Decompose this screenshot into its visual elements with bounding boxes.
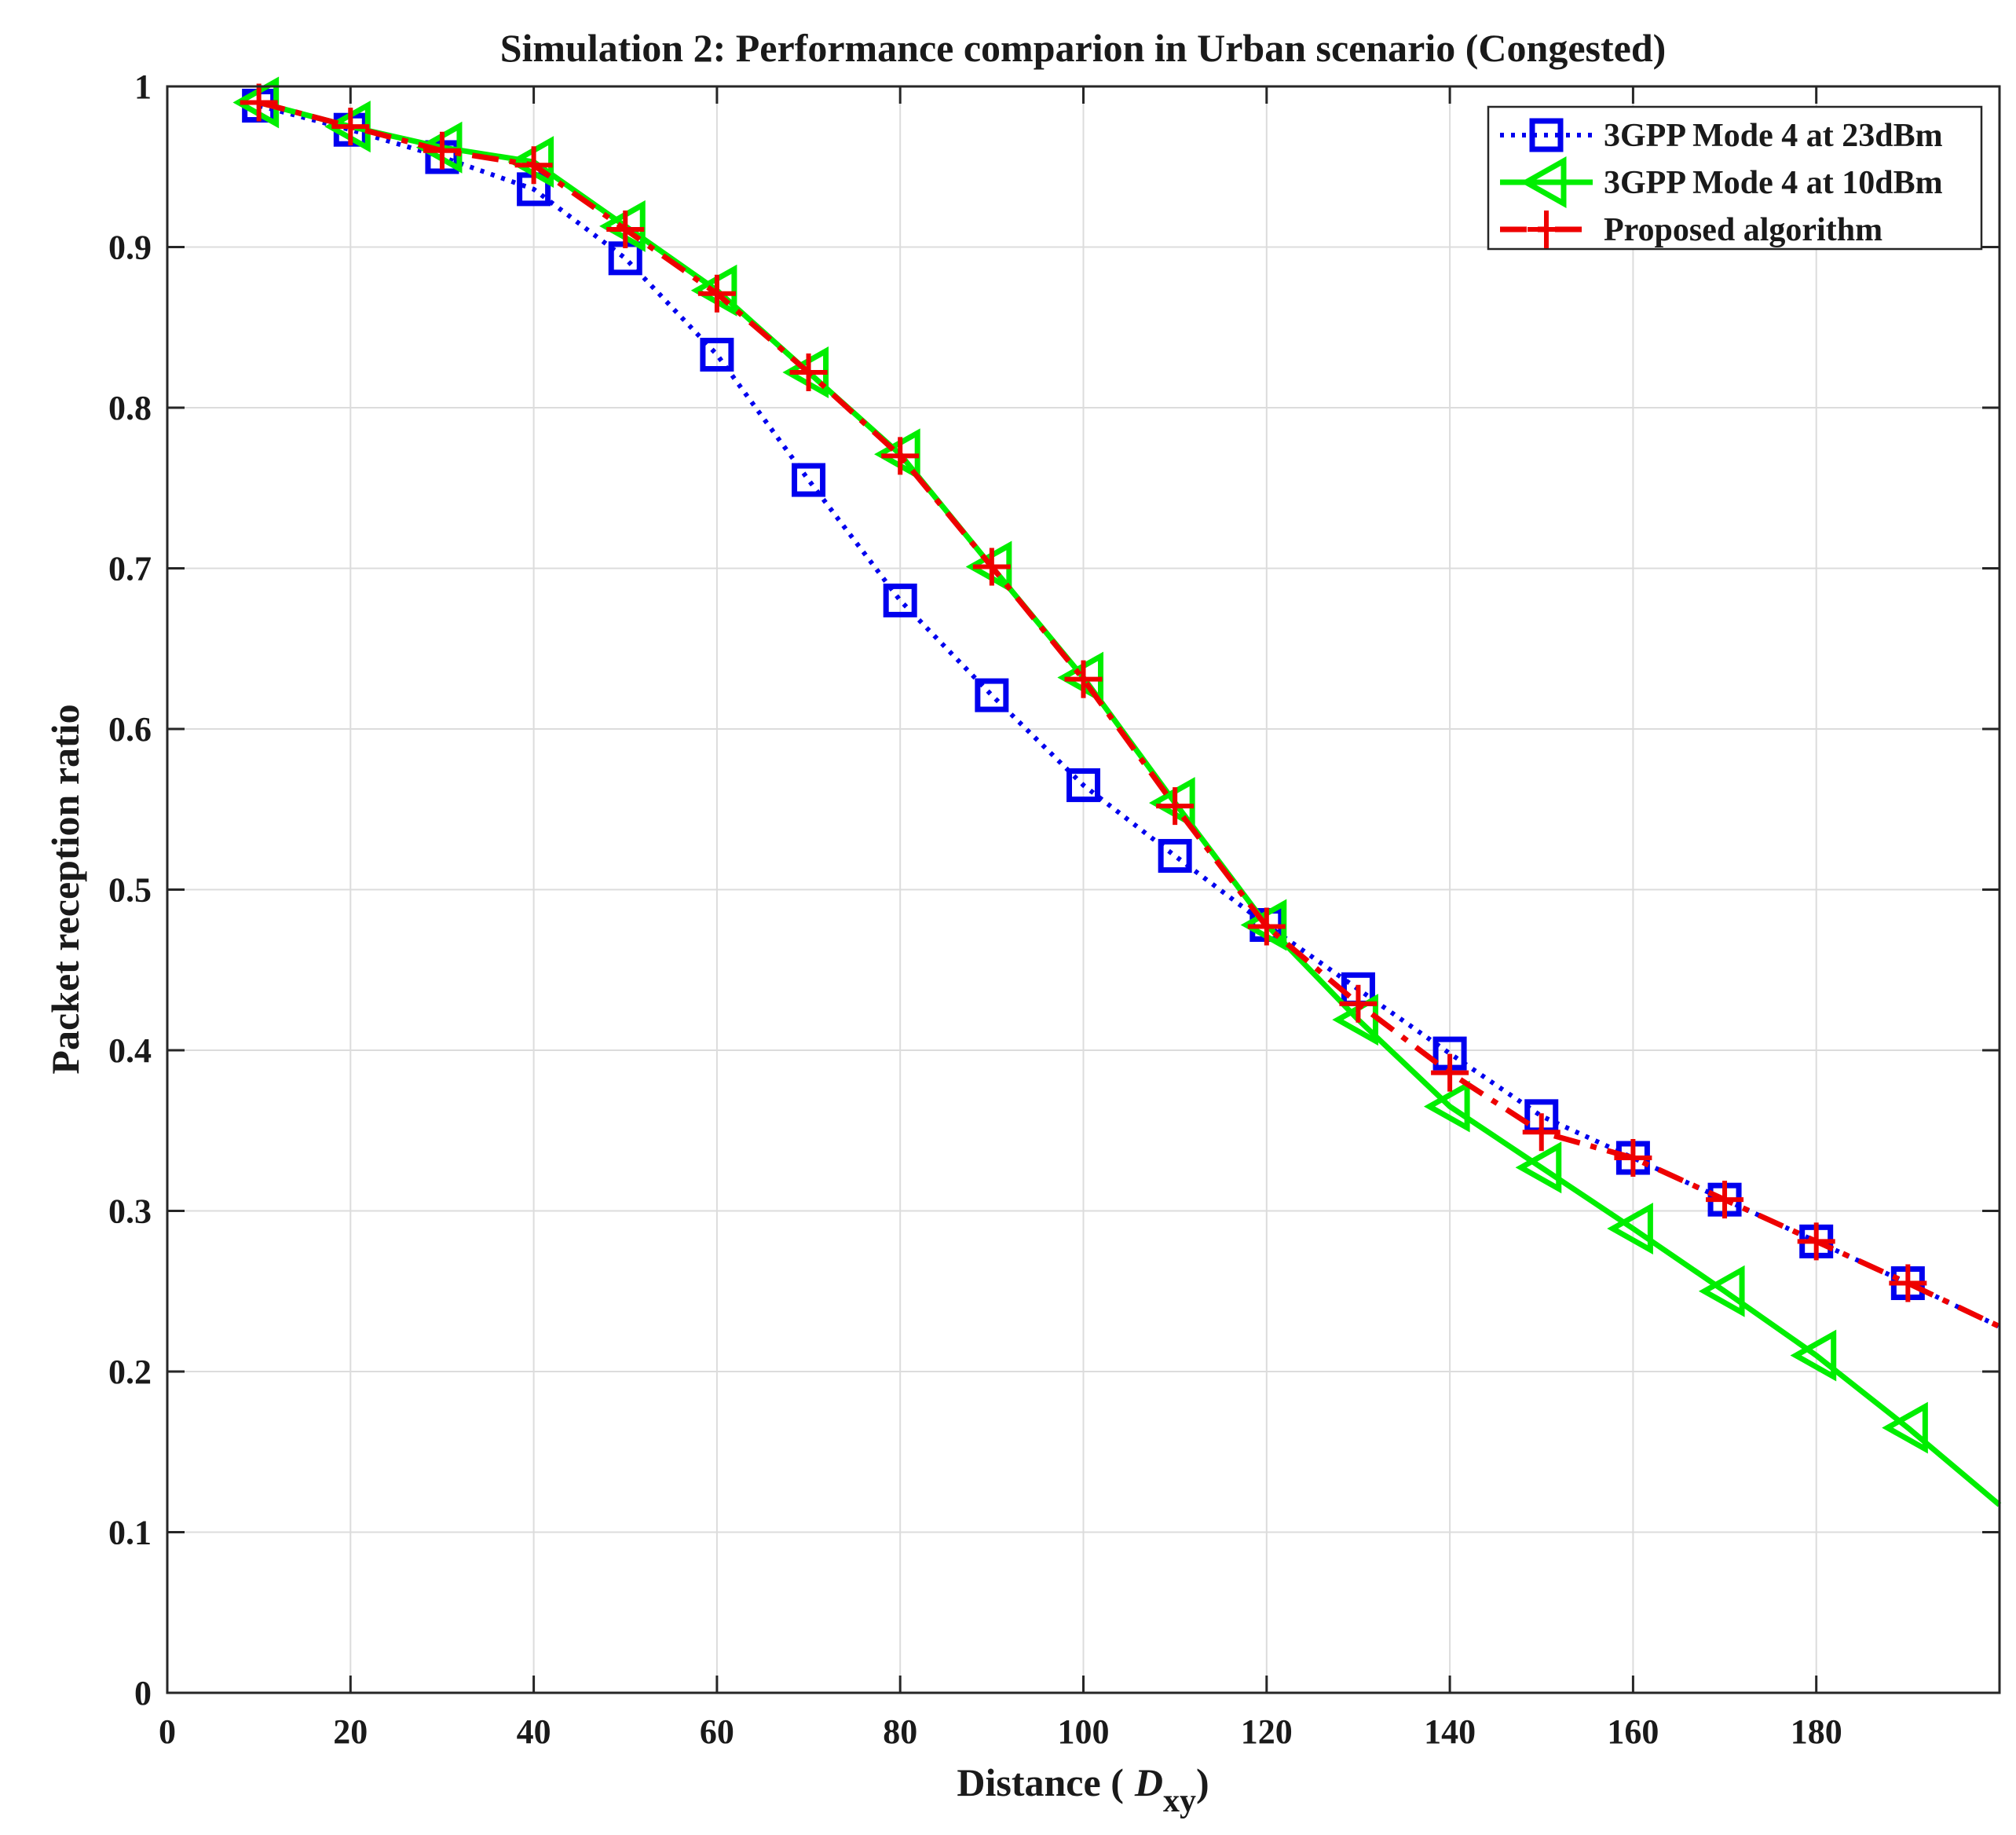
data-point: [240, 83, 278, 122]
data-point: [975, 678, 1009, 712]
data-point: [1423, 1080, 1470, 1133]
x-tick-label: 160: [1607, 1712, 1659, 1751]
y-axis-label: Packet reception ratio: [43, 704, 87, 1074]
x-tick-label: 100: [1058, 1712, 1110, 1751]
legend-swatch-marker: [1528, 211, 1565, 248]
data-point: [1607, 1203, 1653, 1254]
y-tick-label: 0.2: [108, 1353, 152, 1391]
y-tick-label: 1: [134, 68, 152, 106]
data-point: [1247, 907, 1286, 946]
x-axis-label-close: ): [1196, 1760, 1209, 1804]
legend-entry: 3GPP Mode 4 at 10dBm: [1500, 156, 1943, 208]
x-tick-label: 120: [1241, 1712, 1293, 1751]
data-point: [1614, 1139, 1652, 1178]
y-tick-label: 0.3: [108, 1192, 152, 1231]
data-point: [697, 274, 736, 313]
x-tick-label: 180: [1791, 1712, 1842, 1751]
x-tick-label: 0: [159, 1712, 176, 1751]
data-point: [972, 548, 1011, 586]
data-point: [883, 583, 917, 617]
x-tick-label: 60: [700, 1712, 734, 1751]
legend-box: [1487, 105, 1983, 251]
data-point: [1797, 1222, 1835, 1261]
axis-ticks: 0 20 40 60 80 100 120 140 160 180 0 0.1 0.2 0.3 0.4 0.5…: [108, 68, 2000, 1751]
data-point: [792, 463, 826, 497]
y-tick-label: 0.7: [108, 550, 152, 588]
data-point: [1431, 1053, 1469, 1092]
x-axis-label-symbol: D: [1134, 1760, 1163, 1804]
legend-label: Proposed algorithm: [1604, 212, 1882, 248]
data-point: [881, 437, 920, 475]
y-tick-label: 0.1: [108, 1514, 152, 1552]
y-tick-label: 0.4: [108, 1031, 152, 1070]
series-3: [240, 83, 2001, 1329]
series-line: [258, 100, 2001, 1329]
chart-title: Simulation 2: Performance comparion in U…: [500, 26, 1667, 70]
data-point: [1515, 1141, 1562, 1194]
legend-label: 3GPP Mode 4 at 10dBm: [1604, 165, 1943, 201]
legend: 3GPP Mode 4 at 23dBm 3GPP Mode 4 at 10dBm…: [1487, 105, 1983, 251]
data-point: [423, 131, 461, 170]
series-group: [232, 76, 2002, 1507]
data-point: [1156, 787, 1195, 826]
data-point: [1889, 1264, 1927, 1302]
legend-label: 3GPP Mode 4 at 23dBm: [1604, 118, 1943, 154]
y-tick-label: 0.8: [108, 389, 152, 427]
data-point: [1698, 1265, 1745, 1317]
y-tick-label: 0.6: [108, 710, 152, 749]
y-tick-label: 0.9: [108, 229, 152, 267]
data-point: [1706, 1181, 1744, 1219]
x-tick-label: 80: [883, 1712, 917, 1751]
data-point: [1790, 1329, 1837, 1382]
legend-swatch-marker: [1520, 156, 1567, 208]
data-point: [514, 146, 553, 185]
grid: [167, 86, 2000, 1693]
legend-swatch-marker: [1529, 118, 1564, 152]
y-tick-label: 0: [134, 1674, 152, 1712]
y-tick-label: 0.5: [108, 871, 152, 910]
data-point: [1158, 839, 1192, 874]
data-point: [1064, 660, 1103, 698]
x-axis-label: Distance (Dxy): [957, 1760, 1209, 1819]
legend-entries: 3GPP Mode 4 at 23dBm 3GPP Mode 4 at 10dBm…: [1500, 118, 1943, 248]
x-tick-label: 40: [517, 1712, 551, 1751]
data-point: [1522, 1113, 1560, 1152]
data-point: [331, 108, 370, 146]
data-point: [1339, 984, 1378, 1023]
legend-entry: Proposed algorithm: [1500, 211, 1882, 248]
data-point: [789, 353, 828, 392]
x-tick-label: 20: [333, 1712, 368, 1751]
x-axis-label-subscript: xy: [1163, 1783, 1196, 1819]
x-axis-label-text: Distance (: [957, 1760, 1123, 1804]
data-point: [606, 211, 645, 249]
data-point: [1882, 1401, 1928, 1454]
legend-entry: 3GPP Mode 4 at 23dBm: [1500, 118, 1943, 154]
x-tick-label: 140: [1424, 1712, 1476, 1751]
data-point: [700, 338, 734, 372]
data-point: [1067, 768, 1100, 803]
